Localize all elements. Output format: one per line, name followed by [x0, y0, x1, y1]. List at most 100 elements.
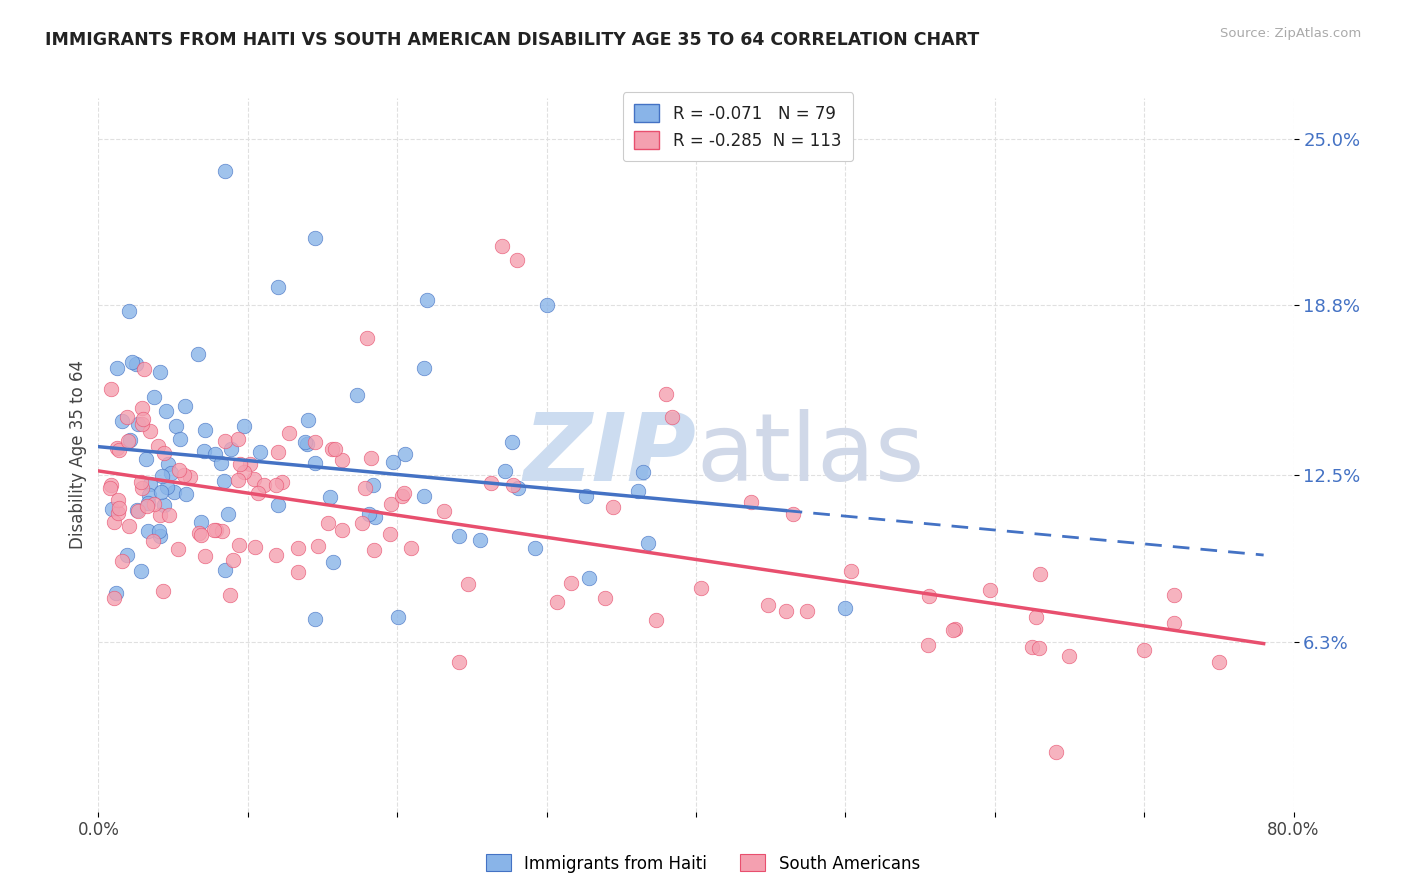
Point: [211, 524, 233, 539]
Point: [494, 464, 516, 478]
Legend: R = -0.071   N = 79, R = -0.285  N = 113: R = -0.071 N = 79, R = -0.285 N = 113: [623, 92, 853, 161]
Point: [139, 477, 162, 491]
Point: [457, 576, 479, 591]
Point: [157, 508, 180, 523]
Point: [917, 638, 939, 652]
Point: [222, 553, 245, 567]
Point: [782, 507, 804, 521]
Point: [304, 435, 326, 450]
Point: [979, 582, 1001, 597]
Point: [287, 541, 309, 555]
Point: [155, 404, 177, 418]
Point: [271, 475, 294, 489]
Point: [103, 591, 125, 605]
Point: [508, 481, 530, 495]
Point: [214, 563, 236, 577]
Point: [148, 439, 170, 453]
Point: [118, 304, 141, 318]
Point: [153, 445, 176, 459]
Point: [266, 499, 288, 513]
Point: [152, 584, 174, 599]
Point: [169, 432, 191, 446]
Point: [918, 589, 941, 603]
Point: [156, 480, 179, 494]
Text: ZIP: ZIP: [523, 409, 696, 501]
Point: [107, 506, 129, 520]
Point: [356, 331, 378, 345]
Point: [839, 565, 862, 579]
Point: [194, 423, 217, 437]
Point: [1025, 610, 1047, 624]
Point: [111, 554, 134, 568]
Point: [107, 493, 129, 508]
Point: [226, 473, 249, 487]
Point: [413, 489, 436, 503]
Point: [125, 358, 148, 372]
Point: [136, 524, 159, 538]
Point: [214, 475, 236, 489]
Point: [264, 548, 287, 562]
Point: [560, 576, 582, 591]
Point: [277, 425, 299, 440]
Point: [363, 543, 385, 558]
Point: [202, 523, 225, 537]
Point: [100, 481, 122, 495]
Point: [139, 425, 162, 439]
Point: [323, 442, 346, 456]
Point: [470, 533, 492, 547]
Point: [121, 355, 143, 369]
Point: [117, 434, 139, 448]
Point: [574, 489, 596, 503]
Point: [149, 508, 172, 522]
Point: [233, 419, 256, 434]
Point: [942, 624, 965, 638]
Point: [149, 529, 172, 543]
Point: [131, 417, 153, 432]
Legend: Immigrants from Haiti, South Americans: Immigrants from Haiti, South Americans: [479, 847, 927, 880]
Point: [775, 604, 797, 618]
Point: [304, 612, 326, 626]
Point: [229, 458, 252, 472]
Point: [249, 445, 271, 459]
Point: [294, 435, 316, 450]
Point: [796, 604, 818, 618]
Point: [536, 298, 558, 312]
Point: [546, 595, 568, 609]
Point: [131, 401, 153, 416]
Point: [127, 417, 149, 431]
Point: [319, 491, 342, 505]
Text: IMMIGRANTS FROM HAITI VS SOUTH AMERICAN DISABILITY AGE 35 TO 64 CORRELATION CHAR: IMMIGRANTS FROM HAITI VS SOUTH AMERICAN …: [45, 31, 979, 49]
Point: [193, 444, 215, 458]
Point: [353, 481, 375, 495]
Point: [163, 485, 186, 500]
Point: [174, 399, 197, 413]
Point: [226, 432, 249, 446]
Point: [391, 490, 413, 504]
Point: [167, 463, 190, 477]
Point: [232, 465, 254, 479]
Point: [228, 538, 250, 552]
Point: [204, 447, 226, 461]
Point: [174, 487, 197, 501]
Point: [361, 478, 384, 492]
Point: [105, 441, 128, 455]
Point: [245, 541, 267, 555]
Point: [318, 516, 340, 530]
Point: [108, 501, 131, 516]
Point: [380, 526, 402, 541]
Point: [578, 571, 600, 585]
Point: [131, 482, 153, 496]
Point: [1133, 642, 1156, 657]
Point: [399, 541, 422, 556]
Point: [267, 279, 290, 293]
Point: [149, 365, 172, 379]
Point: [118, 519, 141, 533]
Point: [150, 468, 173, 483]
Point: [115, 549, 138, 563]
Point: [307, 540, 329, 554]
Point: [1028, 640, 1050, 655]
Point: [132, 412, 155, 426]
Point: [449, 655, 471, 669]
Point: [645, 613, 668, 627]
Point: [108, 443, 131, 458]
